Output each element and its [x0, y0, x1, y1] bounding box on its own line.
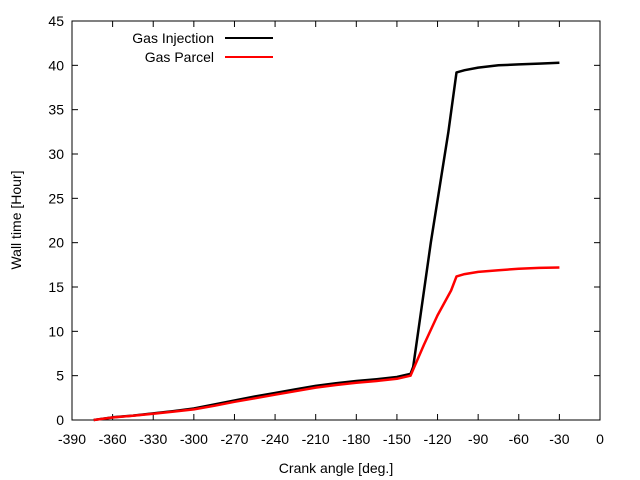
series-layer [93, 61, 560, 422]
x-tick-label: -120 [424, 431, 452, 447]
x-tick-label: -330 [139, 431, 167, 447]
x-tick-label: -90 [468, 431, 488, 447]
x-tick-label: -300 [180, 431, 208, 447]
y-tick-label: 0 [56, 412, 64, 428]
y-tick-label: 35 [48, 102, 64, 118]
legend-label-0: Gas Injection [132, 30, 214, 46]
series-line-1 [93, 266, 560, 422]
y-tick-label: 10 [48, 323, 64, 339]
x-tick-label: 0 [596, 431, 604, 447]
x-tick-label: -270 [220, 431, 248, 447]
legend-label-1: Gas Parcel [145, 49, 214, 65]
y-tick-label: 25 [48, 190, 64, 206]
x-tick-label: -240 [261, 431, 289, 447]
x-tick-label: -30 [549, 431, 569, 447]
y-tick-label: 30 [48, 146, 64, 162]
y-tick-label: 5 [56, 368, 64, 384]
legend: Gas Injection Gas Parcel [132, 30, 273, 65]
y-tick-label: 40 [48, 57, 64, 73]
x-tick-label: -180 [342, 431, 370, 447]
x-tick-label: -60 [509, 431, 529, 447]
y-tick-label: 15 [48, 279, 64, 295]
axis-ticks: -390 -360 -330 -300 -270 -240 -210 -180 -150 -120… [48, 13, 604, 447]
x-tick-label: -210 [302, 431, 330, 447]
y-tick-label: 20 [48, 235, 64, 251]
series-line-0 [93, 61, 560, 422]
plot-area [71, 20, 601, 421]
x-tick-label: -150 [383, 431, 411, 447]
x-tick-label: -390 [58, 431, 86, 447]
x-axis-label: Crank angle [deg.] [279, 460, 393, 476]
y-axis-label: Wall time [Hour] [8, 170, 24, 269]
x-tick-label: -360 [99, 431, 127, 447]
y-tick-label: 45 [48, 13, 64, 29]
